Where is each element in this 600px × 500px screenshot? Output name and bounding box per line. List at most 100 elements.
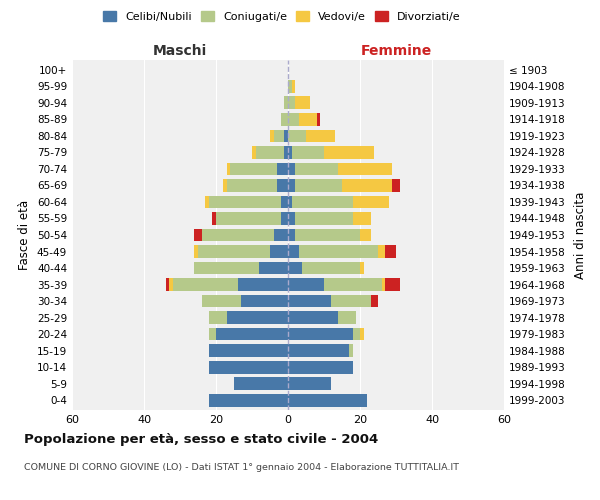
- Bar: [205, 196, 209, 208]
- Bar: [173, 278, 238, 291]
- Bar: [288, 162, 295, 175]
- Bar: [277, 162, 288, 175]
- Bar: [216, 328, 288, 340]
- Bar: [216, 212, 281, 225]
- Bar: [234, 377, 288, 390]
- Bar: [288, 328, 353, 340]
- Bar: [202, 228, 274, 241]
- Bar: [270, 245, 288, 258]
- Bar: [302, 262, 360, 274]
- Bar: [288, 344, 349, 357]
- Bar: [288, 278, 324, 291]
- Bar: [338, 162, 392, 175]
- Bar: [295, 228, 360, 241]
- Bar: [299, 113, 317, 126]
- Bar: [202, 294, 241, 308]
- Bar: [281, 113, 288, 126]
- Bar: [209, 360, 288, 374]
- Bar: [360, 262, 364, 274]
- Bar: [288, 311, 338, 324]
- Bar: [209, 328, 216, 340]
- Bar: [198, 245, 270, 258]
- Bar: [288, 96, 295, 110]
- Bar: [392, 179, 400, 192]
- Bar: [284, 146, 288, 159]
- Bar: [281, 196, 288, 208]
- Bar: [274, 130, 284, 142]
- Bar: [223, 179, 227, 192]
- Bar: [288, 294, 331, 308]
- Bar: [288, 212, 295, 225]
- Bar: [274, 228, 288, 241]
- Bar: [166, 278, 169, 291]
- Bar: [277, 179, 288, 192]
- Y-axis label: Anni di nascita: Anni di nascita: [574, 192, 587, 278]
- Bar: [288, 245, 299, 258]
- Bar: [256, 146, 284, 159]
- Bar: [360, 328, 364, 340]
- Bar: [385, 245, 396, 258]
- Bar: [324, 278, 382, 291]
- Bar: [281, 212, 288, 225]
- Text: COMUNE DI CORNO GIOVINE (LO) - Dati ISTAT 1° gennaio 2004 - Elaborazione TUTTITA: COMUNE DI CORNO GIOVINE (LO) - Dati ISTA…: [24, 462, 459, 471]
- Bar: [270, 130, 274, 142]
- Bar: [209, 394, 288, 406]
- Text: Popolazione per età, sesso e stato civile - 2004: Popolazione per età, sesso e stato civil…: [24, 432, 378, 446]
- Bar: [227, 179, 277, 192]
- Legend: Celibi/Nubili, Coniugati/e, Vedovi/e, Divorziati/e: Celibi/Nubili, Coniugati/e, Vedovi/e, Di…: [100, 8, 464, 25]
- Bar: [353, 196, 389, 208]
- Text: Femmine: Femmine: [361, 44, 431, 59]
- Bar: [227, 162, 230, 175]
- Bar: [295, 179, 342, 192]
- Bar: [241, 294, 288, 308]
- Bar: [324, 146, 374, 159]
- Bar: [306, 130, 335, 142]
- Bar: [230, 162, 277, 175]
- Bar: [194, 228, 202, 241]
- Bar: [194, 262, 259, 274]
- Bar: [288, 179, 295, 192]
- Bar: [331, 294, 371, 308]
- Text: Maschi: Maschi: [153, 44, 207, 59]
- Bar: [295, 162, 338, 175]
- Bar: [295, 212, 353, 225]
- Bar: [292, 80, 295, 93]
- Bar: [259, 262, 288, 274]
- Bar: [209, 311, 227, 324]
- Bar: [288, 394, 367, 406]
- Bar: [209, 196, 281, 208]
- Bar: [378, 245, 385, 258]
- Bar: [169, 278, 173, 291]
- Bar: [342, 179, 392, 192]
- Bar: [238, 278, 288, 291]
- Bar: [288, 80, 292, 93]
- Bar: [288, 377, 331, 390]
- Bar: [284, 130, 288, 142]
- Bar: [252, 146, 256, 159]
- Bar: [288, 130, 306, 142]
- Bar: [284, 96, 288, 110]
- Bar: [338, 311, 356, 324]
- Bar: [295, 96, 310, 110]
- Bar: [382, 278, 385, 291]
- Bar: [288, 113, 299, 126]
- Bar: [360, 228, 371, 241]
- Bar: [353, 212, 371, 225]
- Bar: [385, 278, 400, 291]
- Bar: [194, 245, 198, 258]
- Bar: [317, 113, 320, 126]
- Bar: [371, 294, 378, 308]
- Bar: [353, 328, 360, 340]
- Y-axis label: Fasce di età: Fasce di età: [19, 200, 31, 270]
- Bar: [227, 311, 288, 324]
- Bar: [288, 228, 295, 241]
- Bar: [288, 262, 302, 274]
- Bar: [292, 146, 324, 159]
- Bar: [349, 344, 353, 357]
- Bar: [292, 196, 353, 208]
- Bar: [299, 245, 378, 258]
- Bar: [209, 344, 288, 357]
- Bar: [288, 146, 292, 159]
- Bar: [288, 196, 292, 208]
- Bar: [288, 360, 353, 374]
